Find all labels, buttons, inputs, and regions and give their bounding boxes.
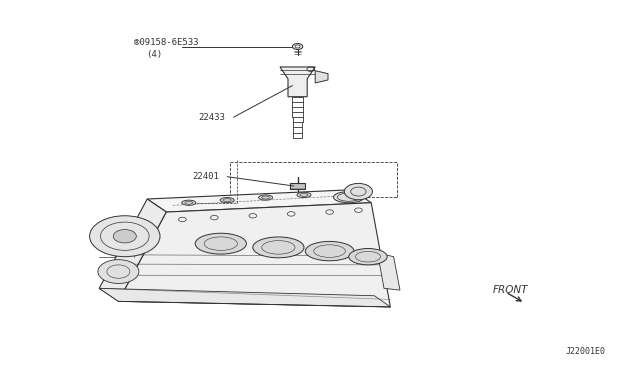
Text: 22433: 22433 bbox=[198, 113, 225, 122]
Ellipse shape bbox=[182, 200, 196, 205]
Text: ®09158-6E533: ®09158-6E533 bbox=[134, 38, 199, 47]
Ellipse shape bbox=[297, 192, 311, 198]
Polygon shape bbox=[147, 190, 371, 212]
Polygon shape bbox=[118, 203, 390, 307]
Text: 22401: 22401 bbox=[192, 172, 219, 181]
Circle shape bbox=[98, 260, 139, 283]
Circle shape bbox=[113, 230, 136, 243]
Polygon shape bbox=[378, 253, 400, 290]
Ellipse shape bbox=[220, 198, 234, 203]
Circle shape bbox=[344, 183, 372, 200]
Ellipse shape bbox=[253, 237, 304, 258]
Polygon shape bbox=[280, 67, 316, 97]
Text: (4): (4) bbox=[146, 50, 162, 59]
Ellipse shape bbox=[259, 195, 273, 200]
Circle shape bbox=[90, 216, 160, 257]
Text: J22001E0: J22001E0 bbox=[566, 347, 605, 356]
Ellipse shape bbox=[305, 241, 354, 261]
Polygon shape bbox=[316, 71, 328, 83]
Ellipse shape bbox=[349, 248, 387, 265]
Ellipse shape bbox=[195, 233, 246, 254]
Polygon shape bbox=[99, 288, 390, 307]
Ellipse shape bbox=[333, 192, 364, 203]
Text: FRONT: FRONT bbox=[493, 285, 528, 295]
Polygon shape bbox=[290, 183, 305, 189]
Polygon shape bbox=[99, 199, 166, 301]
